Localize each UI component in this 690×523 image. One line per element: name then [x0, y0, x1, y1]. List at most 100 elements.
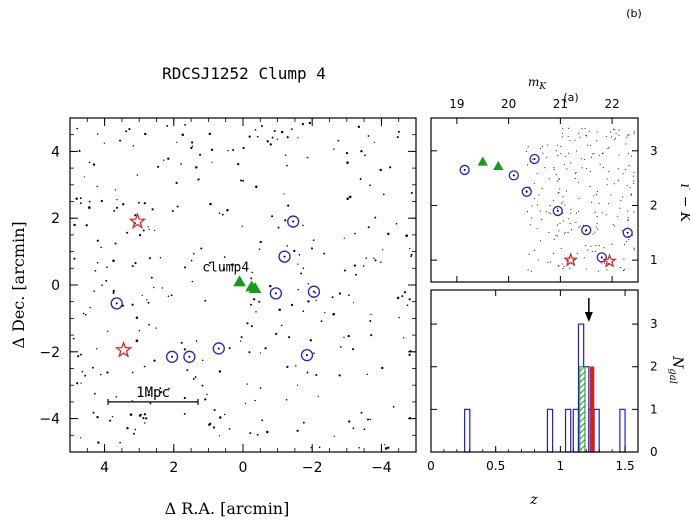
background-galaxy-dot — [297, 137, 299, 139]
histogram-bar-all — [619, 408, 626, 453]
background-galaxy-dot — [115, 396, 118, 398]
background-galaxy-dot — [231, 263, 234, 266]
cmd-open-circle-marker — [521, 186, 532, 197]
cmd-background-galaxy-dot — [633, 182, 635, 185]
histogram-x-tick-label: 0 — [427, 459, 435, 473]
cmd-open-circle-marker-center — [600, 256, 603, 259]
background-galaxy-dot — [184, 123, 187, 126]
cmd-background-galaxy-dot — [531, 217, 533, 219]
cmd-background-galaxy-dot — [576, 252, 578, 255]
background-galaxy-dot — [258, 300, 261, 303]
cmd-open-circle-marker — [529, 153, 540, 165]
cmd-background-galaxy-dot — [588, 130, 590, 132]
background-galaxy-dot — [101, 284, 103, 287]
background-galaxy-dot — [315, 373, 318, 377]
cmd-open-star-marker — [563, 252, 579, 267]
cmd-background-galaxy-dot — [617, 215, 619, 217]
background-galaxy-dot — [271, 215, 274, 218]
cmd-background-galaxy-dot — [602, 153, 604, 155]
cmd-background-galaxy-dot — [575, 172, 577, 174]
cmd-background-galaxy-dot — [555, 150, 557, 152]
background-galaxy-dot — [135, 316, 139, 319]
background-galaxy-dot — [343, 336, 345, 338]
background-galaxy-dot — [200, 247, 203, 250]
background-galaxy-dot — [365, 257, 368, 259]
cmd-background-galaxy-dot — [627, 134, 629, 136]
cmd-background-galaxy-dot — [605, 135, 607, 138]
cmd-background-galaxy-dot — [627, 210, 629, 212]
cmd-background-galaxy-dot — [569, 162, 571, 164]
background-galaxy-dot — [106, 266, 108, 268]
cmd-background-galaxy-dot — [575, 212, 578, 214]
background-galaxy-dot — [286, 245, 288, 247]
background-galaxy-dot — [190, 146, 193, 150]
background-galaxy-dot — [313, 352, 315, 354]
sky-filled-triangle-marker — [248, 282, 262, 294]
background-galaxy-dot — [410, 191, 413, 195]
background-galaxy-dot — [82, 312, 85, 315]
background-galaxy-dot — [332, 312, 335, 316]
cmd-background-galaxy-dot — [590, 144, 592, 146]
background-galaxy-dot — [392, 406, 395, 408]
background-galaxy-dot — [204, 299, 207, 302]
background-galaxy-dot — [240, 336, 243, 339]
cmd-background-galaxy-dot — [580, 158, 582, 160]
background-galaxy-dot — [273, 129, 276, 133]
cmd-top-axis-label: mK — [528, 75, 547, 92]
background-galaxy-dot — [402, 337, 405, 339]
sky-open-circle-marker-center — [274, 292, 277, 295]
cmd-background-galaxy-dot — [633, 211, 635, 213]
cmd-background-galaxy-dot — [596, 131, 598, 133]
background-galaxy-dot — [183, 348, 186, 351]
histogram-x-tick-label: 0.5 — [486, 459, 505, 473]
cmd-background-galaxy-dot — [628, 134, 630, 136]
cmd-background-galaxy-dot — [570, 212, 572, 214]
background-galaxy-dot — [249, 432, 252, 435]
cmd-background-galaxy-dot — [549, 261, 552, 263]
background-galaxy-dot — [269, 143, 272, 146]
cmd-open-circle-marker-center — [585, 229, 588, 232]
background-galaxy-dot — [246, 383, 248, 385]
cmd-background-galaxy-dot — [557, 208, 559, 210]
background-galaxy-dot — [211, 161, 213, 163]
cmd-open-circle-marker — [508, 170, 519, 181]
background-galaxy-dot — [384, 447, 388, 450]
background-galaxy-dot — [146, 299, 148, 301]
background-galaxy-dot — [345, 151, 349, 155]
cmd-background-galaxy-dot — [548, 212, 550, 214]
background-galaxy-dot — [191, 145, 194, 147]
cmd-background-galaxy-dot — [633, 171, 635, 174]
background-galaxy-dot — [401, 295, 404, 298]
background-galaxy-dot — [144, 132, 147, 136]
cmd-background-galaxy-dot — [558, 230, 560, 232]
background-galaxy-dot — [301, 122, 305, 126]
cmd-background-galaxy-dot — [570, 208, 572, 210]
background-galaxy-dot — [408, 298, 411, 301]
background-galaxy-dot — [201, 384, 204, 387]
cmd-background-galaxy-dot — [590, 156, 593, 158]
background-galaxy-dot — [141, 294, 143, 297]
background-galaxy-dot — [259, 352, 262, 354]
cmd-background-galaxy-dot — [625, 241, 627, 243]
sky-open-circle-marker-center — [306, 354, 309, 357]
cmd-background-galaxy-dot — [630, 194, 632, 196]
background-galaxy-dot — [360, 411, 363, 414]
background-galaxy-dot — [219, 416, 222, 419]
background-galaxy-dot — [218, 212, 221, 214]
background-galaxy-dot — [96, 185, 98, 188]
cmd-background-galaxy-dot — [575, 222, 577, 224]
background-galaxy-dot — [138, 330, 141, 332]
background-galaxy-dot — [307, 300, 310, 303]
background-galaxy-dot — [96, 348, 98, 350]
cmd-open-circle-marker — [622, 227, 633, 238]
cmd-background-galaxy-dot — [562, 268, 564, 270]
background-galaxy-dot — [248, 135, 251, 138]
background-galaxy-dot — [382, 249, 384, 251]
background-galaxy-dot — [119, 441, 121, 444]
background-galaxy-dot — [370, 313, 372, 316]
background-galaxy-dot — [373, 257, 375, 259]
background-galaxy-dot — [129, 413, 133, 416]
cmd-top-axis-label-sub: K — [538, 82, 547, 92]
background-galaxy-dot — [285, 399, 288, 401]
cmd-background-galaxy-dot — [612, 128, 614, 130]
